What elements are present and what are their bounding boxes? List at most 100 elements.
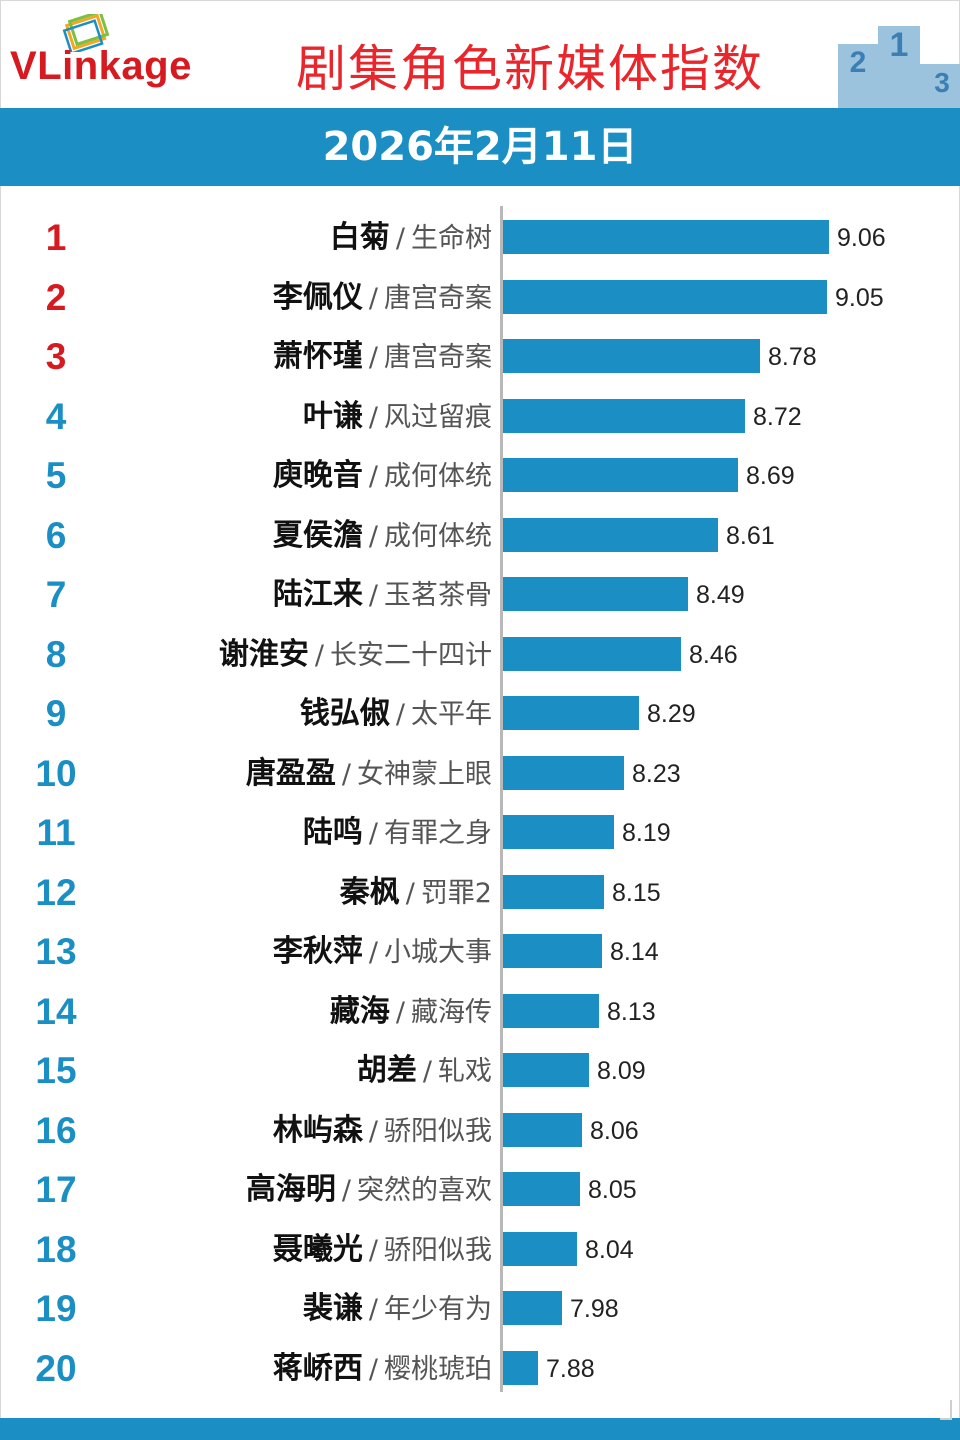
data-label: 7.98	[570, 1295, 619, 1323]
separator: /	[368, 1234, 378, 1266]
data-label: 7.88	[546, 1354, 595, 1383]
drama-title: 骄阳似我	[384, 1234, 492, 1266]
rank-number: 13	[35, 931, 77, 972]
rank-number: 18	[35, 1228, 77, 1270]
drama-title: 成何体统	[384, 520, 492, 552]
separator: /	[368, 1353, 378, 1385]
character-name: 蒋峤西	[272, 1350, 363, 1386]
character-name: 高海明	[245, 1172, 336, 1207]
drama-title: 樱桃琥珀	[384, 1353, 492, 1385]
data-label: 8.15	[612, 878, 661, 907]
table-row: 17 高海明 / 突然的喜欢 8.05	[0, 1162, 960, 1218]
separator: /	[368, 818, 378, 849]
character-name: 钱弘俶	[299, 696, 390, 731]
category-label: 唐盈盈 / 女神蒙上眼	[246, 746, 492, 802]
separator: /	[368, 1115, 378, 1147]
category-label: 藏海 / 藏海传	[330, 984, 492, 1040]
separator: /	[368, 461, 378, 492]
drama-title: 罚罪2	[420, 877, 492, 909]
drama-title: 小城大事	[384, 937, 492, 968]
bar	[503, 636, 681, 671]
data-label: 8.72	[753, 402, 802, 431]
logo-v: V	[10, 44, 38, 88]
podium-digit-3: 3	[934, 67, 950, 98]
separator: /	[368, 282, 378, 314]
table-row: 8 谢淮安 / 长安二十四计 8.46	[0, 627, 960, 683]
character-name: 陆江来	[272, 577, 363, 612]
bar	[503, 874, 604, 909]
logo-text: VLinkage	[10, 38, 192, 94]
rank-number: 17	[35, 1169, 77, 1210]
chart-axis-line	[500, 206, 503, 1392]
bar	[503, 220, 829, 254]
character-name: 白菊	[329, 220, 390, 255]
category-label: 钱弘俶 / 太平年	[300, 686, 492, 742]
separator: /	[395, 223, 405, 254]
category-label: 胡差 / 轧戏	[357, 1043, 492, 1099]
bar	[503, 1350, 538, 1385]
bar	[503, 934, 602, 968]
data-label: 8.09	[597, 1057, 646, 1085]
drama-title: 玉茗茶骨	[384, 580, 492, 611]
category-label: 谢淮安 / 长安二十四计	[219, 627, 492, 683]
character-name: 秦枫	[339, 874, 400, 910]
data-label: 9.06	[837, 224, 886, 252]
bar	[503, 993, 599, 1028]
table-row: 6 夏侯澹 / 成何体统 8.61	[0, 508, 960, 564]
drama-title: 女神蒙上眼	[357, 758, 492, 790]
character-name: 庾晚音	[272, 458, 363, 493]
drama-title: 长安二十四计	[330, 639, 492, 671]
bar	[503, 1291, 562, 1325]
character-name: 萧怀瑾	[272, 339, 363, 374]
rank-number: 3	[45, 336, 67, 377]
logo-rest: Linkage	[37, 44, 192, 88]
data-label: 8.23	[632, 759, 681, 788]
rank-number: 14	[35, 990, 77, 1032]
table-row: 20 蒋峤西 / 樱桃琥珀 7.88	[0, 1341, 960, 1397]
rank-number: 5	[45, 455, 67, 496]
data-label: 8.06	[590, 1116, 639, 1145]
drama-title: 唐宫奇案	[384, 342, 492, 373]
date-band: 2026年2月11日	[0, 108, 960, 186]
table-row: 19 裴谦 / 年少有为 7.98	[0, 1281, 960, 1337]
table-row: 18 聂曦光 / 骄阳似我 8.04	[0, 1222, 960, 1278]
bar	[503, 1112, 582, 1147]
podium-icon: 2 1 3	[838, 26, 960, 108]
character-name: 胡差	[356, 1053, 417, 1088]
rank-number: 1	[45, 217, 67, 258]
category-label: 叶谦 / 风过留痕	[303, 389, 492, 445]
bar	[503, 815, 614, 849]
character-name: 谢淮安	[218, 636, 309, 672]
bar	[503, 577, 688, 611]
table-row: 1 白菊 / 生命树 9.06	[0, 210, 960, 266]
rank-number: 20	[35, 1347, 77, 1389]
separator: /	[395, 699, 405, 730]
drama-title: 太平年	[411, 699, 492, 730]
category-label: 李秋萍 / 小城大事	[273, 924, 492, 980]
data-label: 8.13	[607, 997, 656, 1026]
bottom-band	[0, 1418, 960, 1440]
category-label: 李佩仪 / 唐宫奇案	[273, 270, 492, 326]
drama-title: 突然的喜欢	[357, 1175, 492, 1206]
category-label: 白菊 / 生命树	[330, 210, 492, 266]
bar	[503, 339, 760, 373]
bar	[503, 279, 827, 314]
separator: /	[341, 758, 351, 790]
data-label: 8.78	[768, 343, 817, 371]
table-row: 5 庾晚音 / 成何体统 8.69	[0, 448, 960, 504]
table-row: 13 李秋萍 / 小城大事 8.14	[0, 924, 960, 980]
category-label: 陆鸣 / 有罪之身	[303, 805, 492, 861]
table-row: 14 藏海 / 藏海传 8.13	[0, 984, 960, 1040]
data-label: 8.14	[610, 938, 659, 966]
data-label: 8.05	[588, 1176, 637, 1204]
character-name: 聂曦光	[272, 1231, 363, 1267]
category-label: 萧怀瑾 / 唐宫奇案	[273, 329, 492, 385]
rank-number: 11	[36, 812, 76, 853]
rank-number: 12	[35, 871, 77, 913]
logo-cards-icon	[62, 14, 110, 52]
character-name: 李秋萍	[272, 934, 363, 969]
category-label: 陆江来 / 玉茗茶骨	[273, 567, 492, 623]
bar	[503, 755, 624, 790]
rank-number: 10	[35, 752, 77, 794]
separator: /	[368, 1294, 378, 1325]
